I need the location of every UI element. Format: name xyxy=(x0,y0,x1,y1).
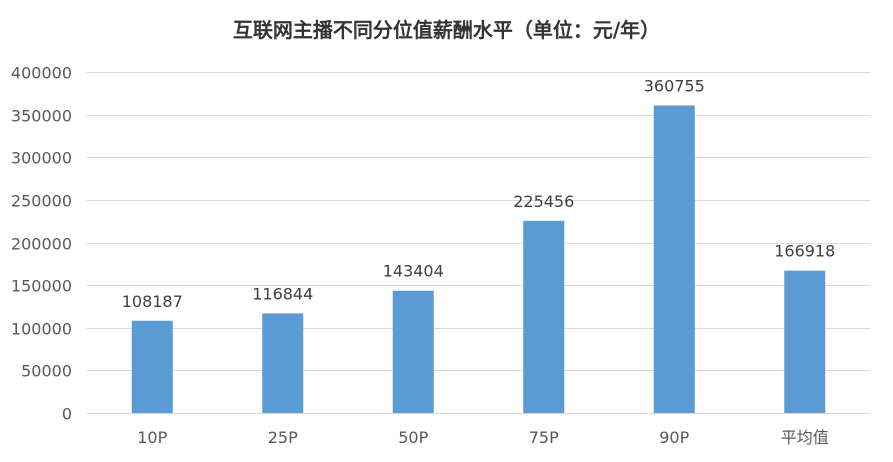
x-tick-label: 75P xyxy=(529,428,559,447)
y-tick-label: 150000 xyxy=(11,277,72,296)
bar xyxy=(131,320,173,413)
y-tick-label: 350000 xyxy=(11,107,72,126)
x-tick-label: 10P xyxy=(137,428,167,447)
bar xyxy=(523,220,565,413)
y-tick-label: 300000 xyxy=(11,149,72,168)
bar xyxy=(392,290,434,413)
y-tick-label: 50000 xyxy=(21,362,72,381)
y-tick-label: 400000 xyxy=(11,64,72,83)
bar xyxy=(262,313,304,413)
x-tick-label: 90P xyxy=(659,428,689,447)
data-label: 108187 xyxy=(122,292,183,311)
x-tick-label: 平均值 xyxy=(781,428,829,447)
x-tick-label: 50P xyxy=(398,428,428,447)
y-tick-label: 0 xyxy=(62,405,72,424)
data-label: 116844 xyxy=(252,284,313,303)
data-label: 166918 xyxy=(774,242,835,261)
x-tick-label: 25P xyxy=(268,428,298,447)
data-label: 360755 xyxy=(644,76,705,95)
data-label: 143404 xyxy=(383,262,444,281)
y-tick-label: 200000 xyxy=(11,235,72,254)
y-tick-label: 100000 xyxy=(11,320,72,339)
chart-title: 互联网主播不同分位值薪酬水平（单位：元/年） xyxy=(232,18,661,42)
bar xyxy=(784,270,826,413)
data-label: 225456 xyxy=(513,192,574,211)
bar xyxy=(653,105,695,413)
y-tick-label: 250000 xyxy=(11,192,72,211)
